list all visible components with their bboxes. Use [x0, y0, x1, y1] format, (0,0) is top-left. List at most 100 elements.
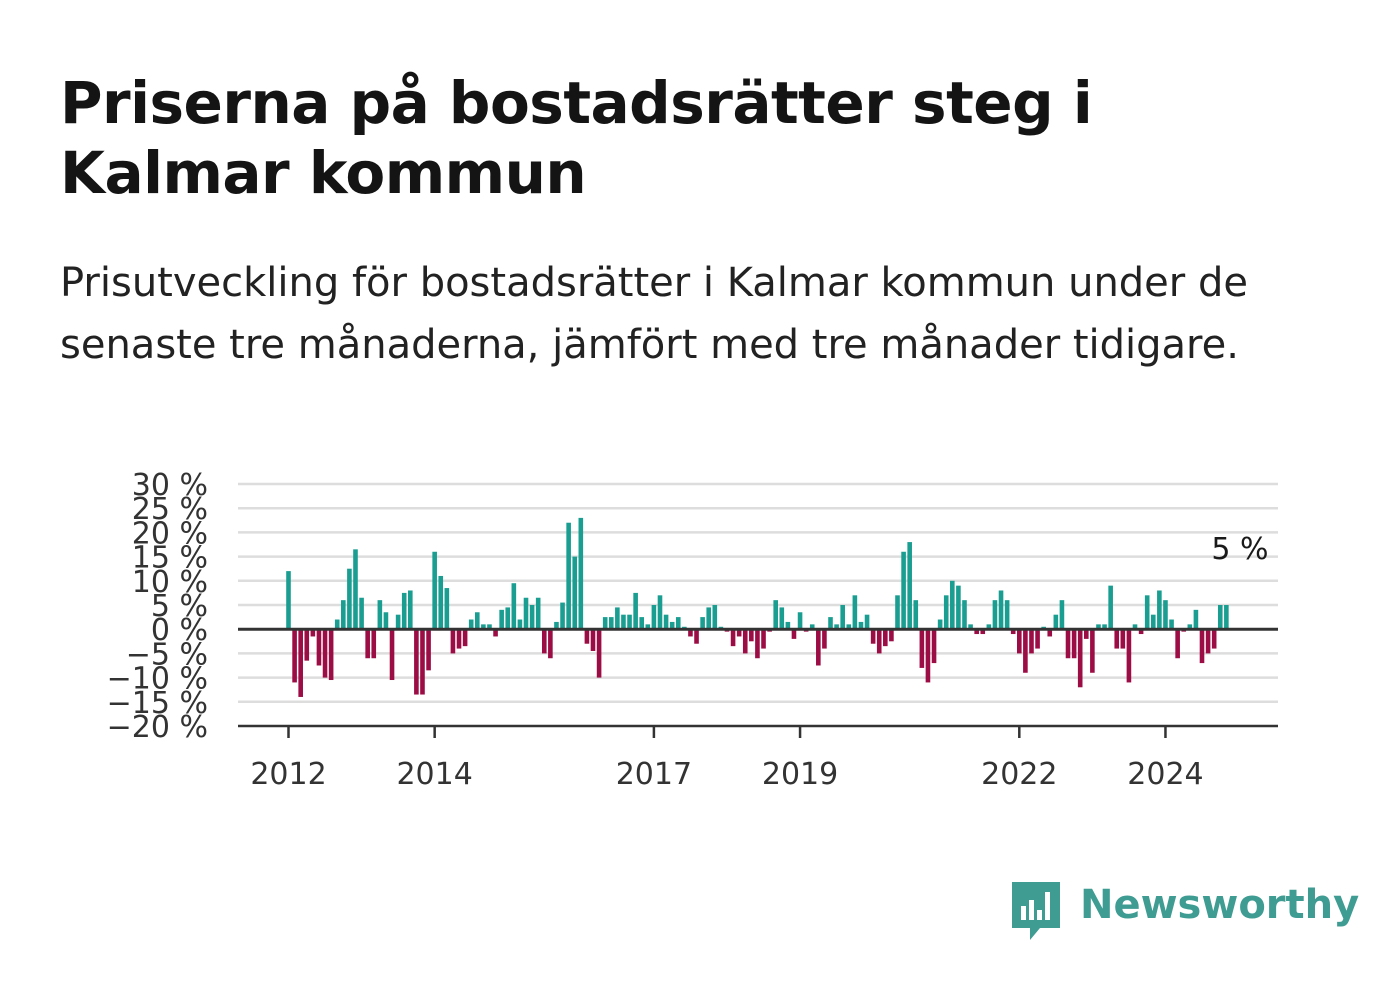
bar	[341, 600, 346, 630]
bar	[1187, 624, 1193, 630]
bar	[889, 629, 894, 642]
bar	[1132, 624, 1138, 630]
bar	[1053, 614, 1059, 630]
bar	[901, 551, 906, 630]
bar	[694, 629, 699, 644]
bar	[621, 614, 626, 630]
bar	[1120, 629, 1126, 649]
bar	[736, 629, 742, 637]
bar	[541, 629, 547, 654]
bar	[1065, 629, 1071, 659]
bar	[474, 612, 480, 630]
bar	[395, 614, 401, 630]
bar	[529, 605, 535, 630]
bar	[876, 629, 882, 654]
bar	[365, 629, 370, 659]
bar	[401, 592, 407, 630]
bar	[730, 629, 736, 647]
bar	[925, 629, 931, 683]
bar	[584, 629, 590, 644]
bar	[1193, 609, 1199, 630]
bar	[974, 629, 979, 635]
bar	[706, 607, 712, 630]
bar	[462, 629, 468, 647]
bar	[962, 600, 967, 630]
bar	[1047, 629, 1053, 637]
y-tick-label: 15 %	[132, 541, 208, 576]
bar	[761, 629, 766, 649]
x-tick-label: 2014	[396, 757, 472, 792]
bar	[895, 595, 900, 630]
latest-value-label: 5 %	[1211, 532, 1268, 567]
bar	[675, 617, 681, 630]
bar	[1157, 590, 1162, 630]
bar	[956, 585, 961, 630]
bar	[822, 629, 827, 649]
bar	[712, 605, 718, 630]
bar	[523, 597, 529, 630]
bar	[535, 597, 541, 630]
bar	[334, 619, 340, 630]
bar	[1010, 629, 1016, 635]
bar	[968, 624, 973, 630]
bar	[608, 617, 614, 630]
bar	[517, 619, 523, 630]
bar	[931, 629, 937, 664]
bar	[846, 624, 852, 630]
bar	[1059, 600, 1065, 630]
bar	[316, 629, 322, 666]
bar	[919, 629, 925, 668]
bar	[1126, 629, 1132, 683]
bar	[749, 629, 754, 642]
bar	[998, 590, 1004, 630]
y-tick-label: 0 %	[151, 613, 208, 648]
bar	[1029, 629, 1034, 654]
y-tick-label: 20 %	[132, 516, 208, 551]
bar	[566, 522, 571, 630]
bar	[1217, 605, 1223, 630]
bar	[852, 595, 858, 630]
bar	[487, 624, 492, 630]
bar	[596, 629, 602, 678]
bar	[353, 549, 358, 630]
bar	[785, 621, 791, 630]
labels: 30 %25 %20 %15 %10 %5 %0 %−5 %−10 %−15 %…	[107, 468, 1269, 792]
bar	[432, 551, 437, 630]
bar	[292, 629, 297, 683]
bar	[590, 629, 596, 651]
bar	[700, 617, 705, 630]
bar	[1102, 624, 1107, 630]
bar	[371, 629, 377, 659]
bar	[602, 617, 608, 630]
bar	[627, 614, 632, 630]
bar	[1199, 629, 1205, 664]
bar	[377, 600, 383, 630]
bar	[505, 607, 511, 630]
bar	[883, 629, 888, 647]
bar	[907, 542, 912, 630]
bar	[408, 590, 413, 630]
bar	[1138, 629, 1144, 635]
y-tick-label: 10 %	[132, 565, 208, 600]
bar	[420, 629, 425, 695]
bar	[414, 629, 419, 695]
bar	[499, 609, 504, 630]
bar	[913, 600, 919, 630]
bar	[572, 556, 578, 630]
brand-name: Newsworthy	[1080, 882, 1360, 928]
y-tick-label: 30 %	[132, 468, 208, 503]
x-tick-label: 2012	[250, 757, 326, 792]
bar	[1150, 614, 1156, 630]
bar	[986, 624, 992, 630]
bar	[548, 629, 553, 659]
bar	[828, 617, 833, 630]
bar	[980, 629, 986, 635]
bar	[468, 619, 474, 630]
bar	[1205, 629, 1211, 654]
y-tick-label: −15 %	[107, 686, 208, 721]
bar	[438, 575, 444, 630]
bar	[389, 629, 395, 681]
bar	[669, 621, 675, 630]
bar	[937, 619, 943, 630]
bar	[809, 624, 815, 630]
